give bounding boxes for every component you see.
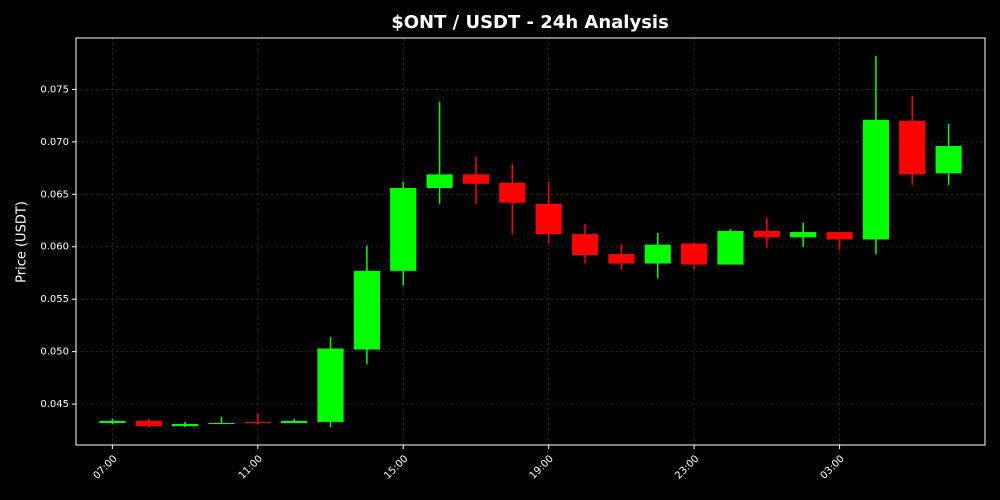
- candle-body: [608, 254, 635, 264]
- candle-body: [644, 244, 671, 264]
- candle-body: [899, 120, 926, 175]
- candle-body: [753, 231, 780, 238]
- candle-body: [535, 203, 562, 235]
- candle-body: [353, 270, 380, 350]
- y-tick-label: 0.050: [40, 347, 69, 358]
- candle-body: [717, 231, 744, 265]
- candle-body: [571, 234, 599, 256]
- y-axis-label: Price (USDT): [15, 201, 30, 283]
- y-tick-label: 0.060: [40, 242, 69, 253]
- y-tick-label: 0.045: [40, 399, 69, 410]
- candle-body: [790, 232, 817, 238]
- y-tick-label: 0.070: [40, 137, 69, 148]
- candle-body: [390, 188, 417, 271]
- candle-body: [499, 182, 526, 203]
- y-tick-label: 0.065: [40, 189, 69, 200]
- candle-body: [281, 420, 308, 423]
- candle-body: [462, 174, 490, 184]
- candle-body: [244, 421, 271, 423]
- candle-body: [317, 348, 344, 422]
- plot-frame: [75, 37, 986, 446]
- candle-body: [826, 232, 853, 240]
- y-tick-label: 0.055: [40, 294, 69, 305]
- y-tick-label: 0.075: [40, 84, 69, 95]
- chart-title: $ONT / USDT - 24h Analysis: [391, 12, 669, 33]
- candle-body: [862, 119, 890, 240]
- candle-body: [171, 424, 199, 427]
- candle-body: [426, 174, 453, 189]
- candle-body: [681, 243, 708, 265]
- candle-body: [135, 420, 162, 427]
- candle-body: [208, 422, 235, 425]
- candle-body: [99, 420, 126, 423]
- candle-body: [935, 146, 962, 174]
